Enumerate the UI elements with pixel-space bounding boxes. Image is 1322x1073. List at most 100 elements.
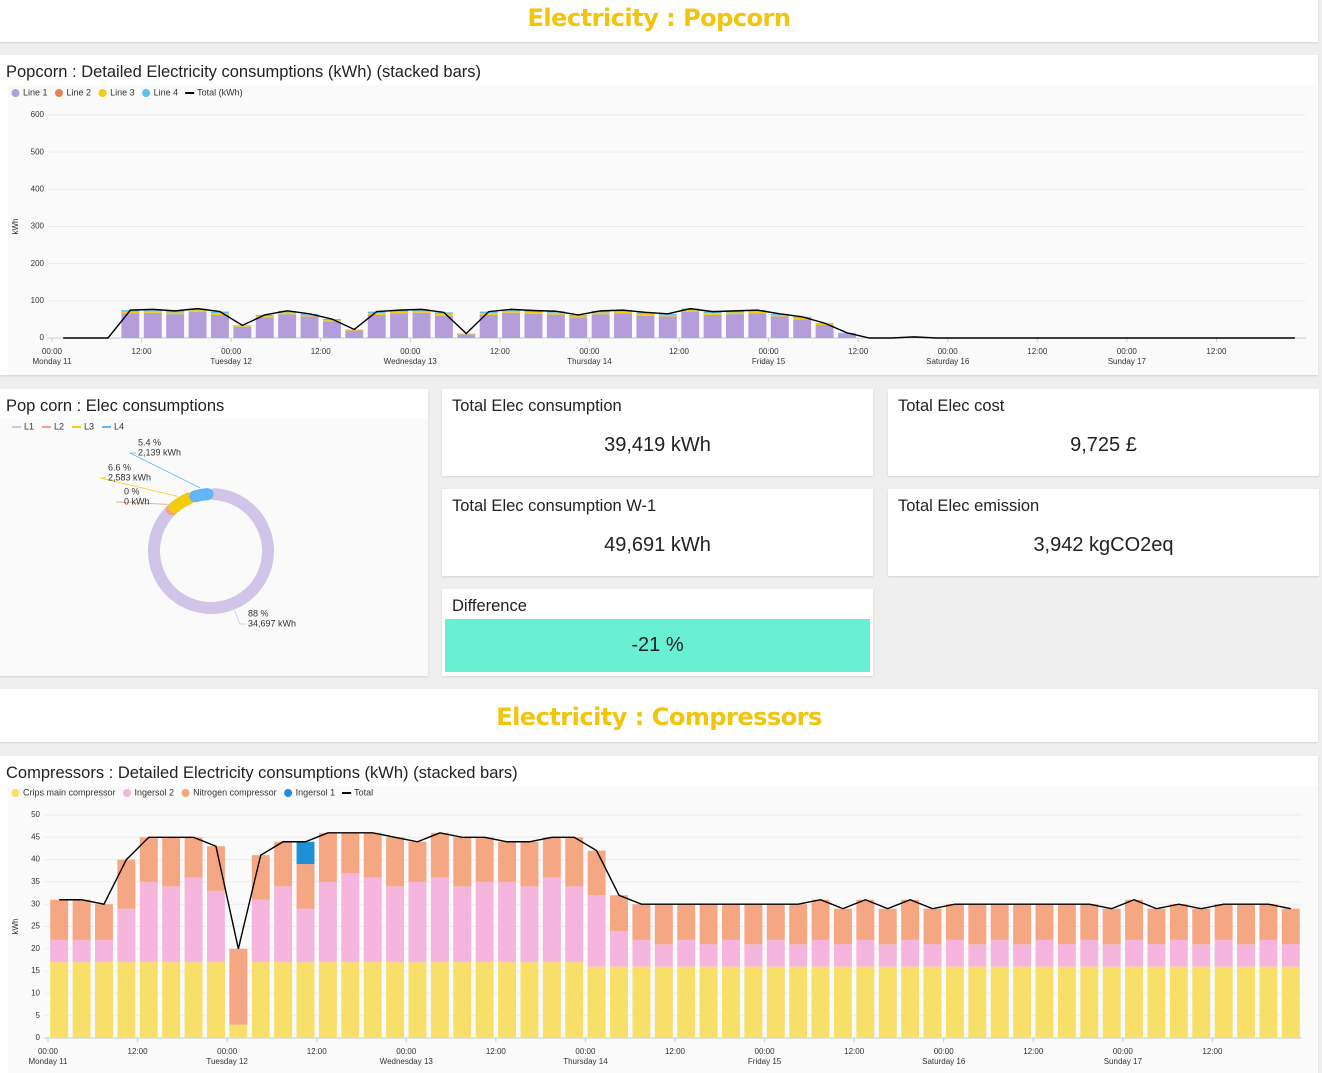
bar-segment — [681, 311, 700, 338]
x-tick-day: Friday 15 — [748, 1057, 782, 1066]
bar-segment — [990, 904, 1009, 940]
y-tick-label: 5 — [36, 1011, 41, 1020]
bar-segment — [274, 886, 293, 963]
bar-segment — [430, 877, 449, 963]
bar-segment — [210, 313, 229, 315]
bar-segment — [72, 962, 91, 1038]
legend-label: Line 3 — [110, 87, 135, 97]
bar-segment — [475, 881, 494, 963]
bar-segment — [699, 966, 718, 1038]
x-tick-label: 12:00 — [669, 347, 690, 356]
bar-segment — [833, 944, 852, 967]
x-tick-label: 00:00 — [759, 347, 780, 356]
bar-segment — [901, 899, 920, 940]
bar-segment — [542, 837, 561, 878]
bar-segment — [565, 962, 584, 1038]
bar-segment — [502, 310, 521, 313]
bar-segment — [968, 904, 987, 945]
chart-title: Pop corn : Elec consumptions — [6, 397, 225, 415]
bar-segment — [632, 939, 651, 967]
bar-segment — [139, 837, 158, 882]
bar-segment — [229, 1024, 248, 1038]
bar-segment — [434, 315, 453, 338]
bar-segment — [1013, 966, 1032, 1038]
bar-segment — [363, 832, 382, 878]
bar-segment — [274, 962, 293, 1038]
x-tick-label: 12:00 — [128, 1047, 149, 1056]
bar-segment — [569, 316, 588, 318]
bar-segment — [703, 314, 722, 338]
x-tick-label: 12:00 — [1027, 347, 1048, 356]
x-tick-label: 12:00 — [307, 1047, 328, 1056]
bar-segment — [699, 944, 718, 967]
bar-segment — [117, 962, 136, 1038]
bar-segment — [610, 930, 628, 967]
bar-segment — [748, 310, 767, 312]
bar-segment — [95, 962, 113, 1038]
legend-marker — [142, 89, 151, 97]
x-tick-label: 12:00 — [848, 347, 869, 356]
legend-label: L2 — [54, 421, 64, 431]
bar-segment — [1237, 944, 1255, 967]
bar-segment — [1080, 966, 1099, 1038]
bar-segment — [1057, 966, 1076, 1038]
bar-segment — [1237, 966, 1255, 1038]
bar-segment — [990, 939, 1009, 967]
chart: Crips main compressor Ingersol 2 Nitrogen … — [8, 786, 1318, 1073]
bar-segment — [654, 944, 673, 967]
bar-segment — [1192, 908, 1211, 945]
bar-segment — [479, 314, 498, 338]
slice-percent: 6.6 % — [108, 462, 131, 472]
bar-segment — [636, 312, 655, 314]
bar-segment — [278, 312, 297, 315]
x-tick-label: 12:00 — [311, 347, 332, 356]
y-axis-label: kWh — [11, 219, 20, 235]
bar-segment — [856, 966, 875, 1038]
x-tick-label: 00:00 — [400, 347, 421, 356]
bar-segment — [833, 966, 852, 1038]
slice-value: 0 kWh — [124, 496, 150, 506]
chart-title: Compressors : Detailed Electricity consu… — [6, 764, 518, 782]
stat-value: 3,942 kgCO2eq — [1033, 534, 1174, 556]
bar-segment — [386, 886, 405, 963]
x-tick-day: Wednesday 13 — [384, 357, 438, 366]
stat-value: 39,419 kWh — [604, 434, 711, 456]
bar-segment — [856, 899, 875, 940]
y-tick-label: 0 — [36, 1033, 41, 1042]
stat-title: Total Elec consumption W-1 — [452, 497, 657, 515]
bar-segment — [188, 311, 207, 338]
bar-segment — [1281, 944, 1300, 967]
bar-segment — [206, 962, 225, 1038]
bar-segment — [546, 314, 565, 338]
x-tick-label: 12:00 — [665, 1047, 686, 1056]
bar-segment — [341, 962, 360, 1038]
bar-segment — [166, 314, 185, 338]
bar-segment — [390, 311, 409, 314]
bar-segment — [322, 320, 341, 322]
bar-segment — [278, 314, 297, 338]
bar-segment — [386, 837, 405, 887]
bar-segment — [121, 313, 140, 338]
bar-segment — [498, 962, 517, 1038]
bar-segment — [278, 310, 297, 313]
bar-segment — [546, 311, 565, 313]
bar-segment — [744, 966, 763, 1038]
bar-segment — [654, 966, 673, 1038]
bar-segment — [1035, 904, 1054, 940]
bar-segment — [274, 841, 293, 887]
x-tick-day: Sunday 17 — [1104, 1057, 1143, 1066]
bar-segment — [1013, 904, 1032, 945]
bar-segment — [300, 316, 319, 338]
bar-segment — [502, 309, 521, 311]
x-tick-label: 00:00 — [575, 1047, 596, 1056]
bar-segment — [1281, 966, 1300, 1038]
legend-label: L3 — [84, 421, 94, 431]
legend-marker — [98, 89, 107, 97]
x-tick-label: 12:00 — [132, 347, 153, 356]
bar-segment — [837, 333, 856, 338]
plot-background — [0, 419, 428, 676]
bar-segment — [878, 966, 897, 1038]
bar-segment — [475, 837, 494, 882]
bar-segment — [255, 317, 274, 338]
y-tick-label: 30 — [31, 899, 40, 908]
